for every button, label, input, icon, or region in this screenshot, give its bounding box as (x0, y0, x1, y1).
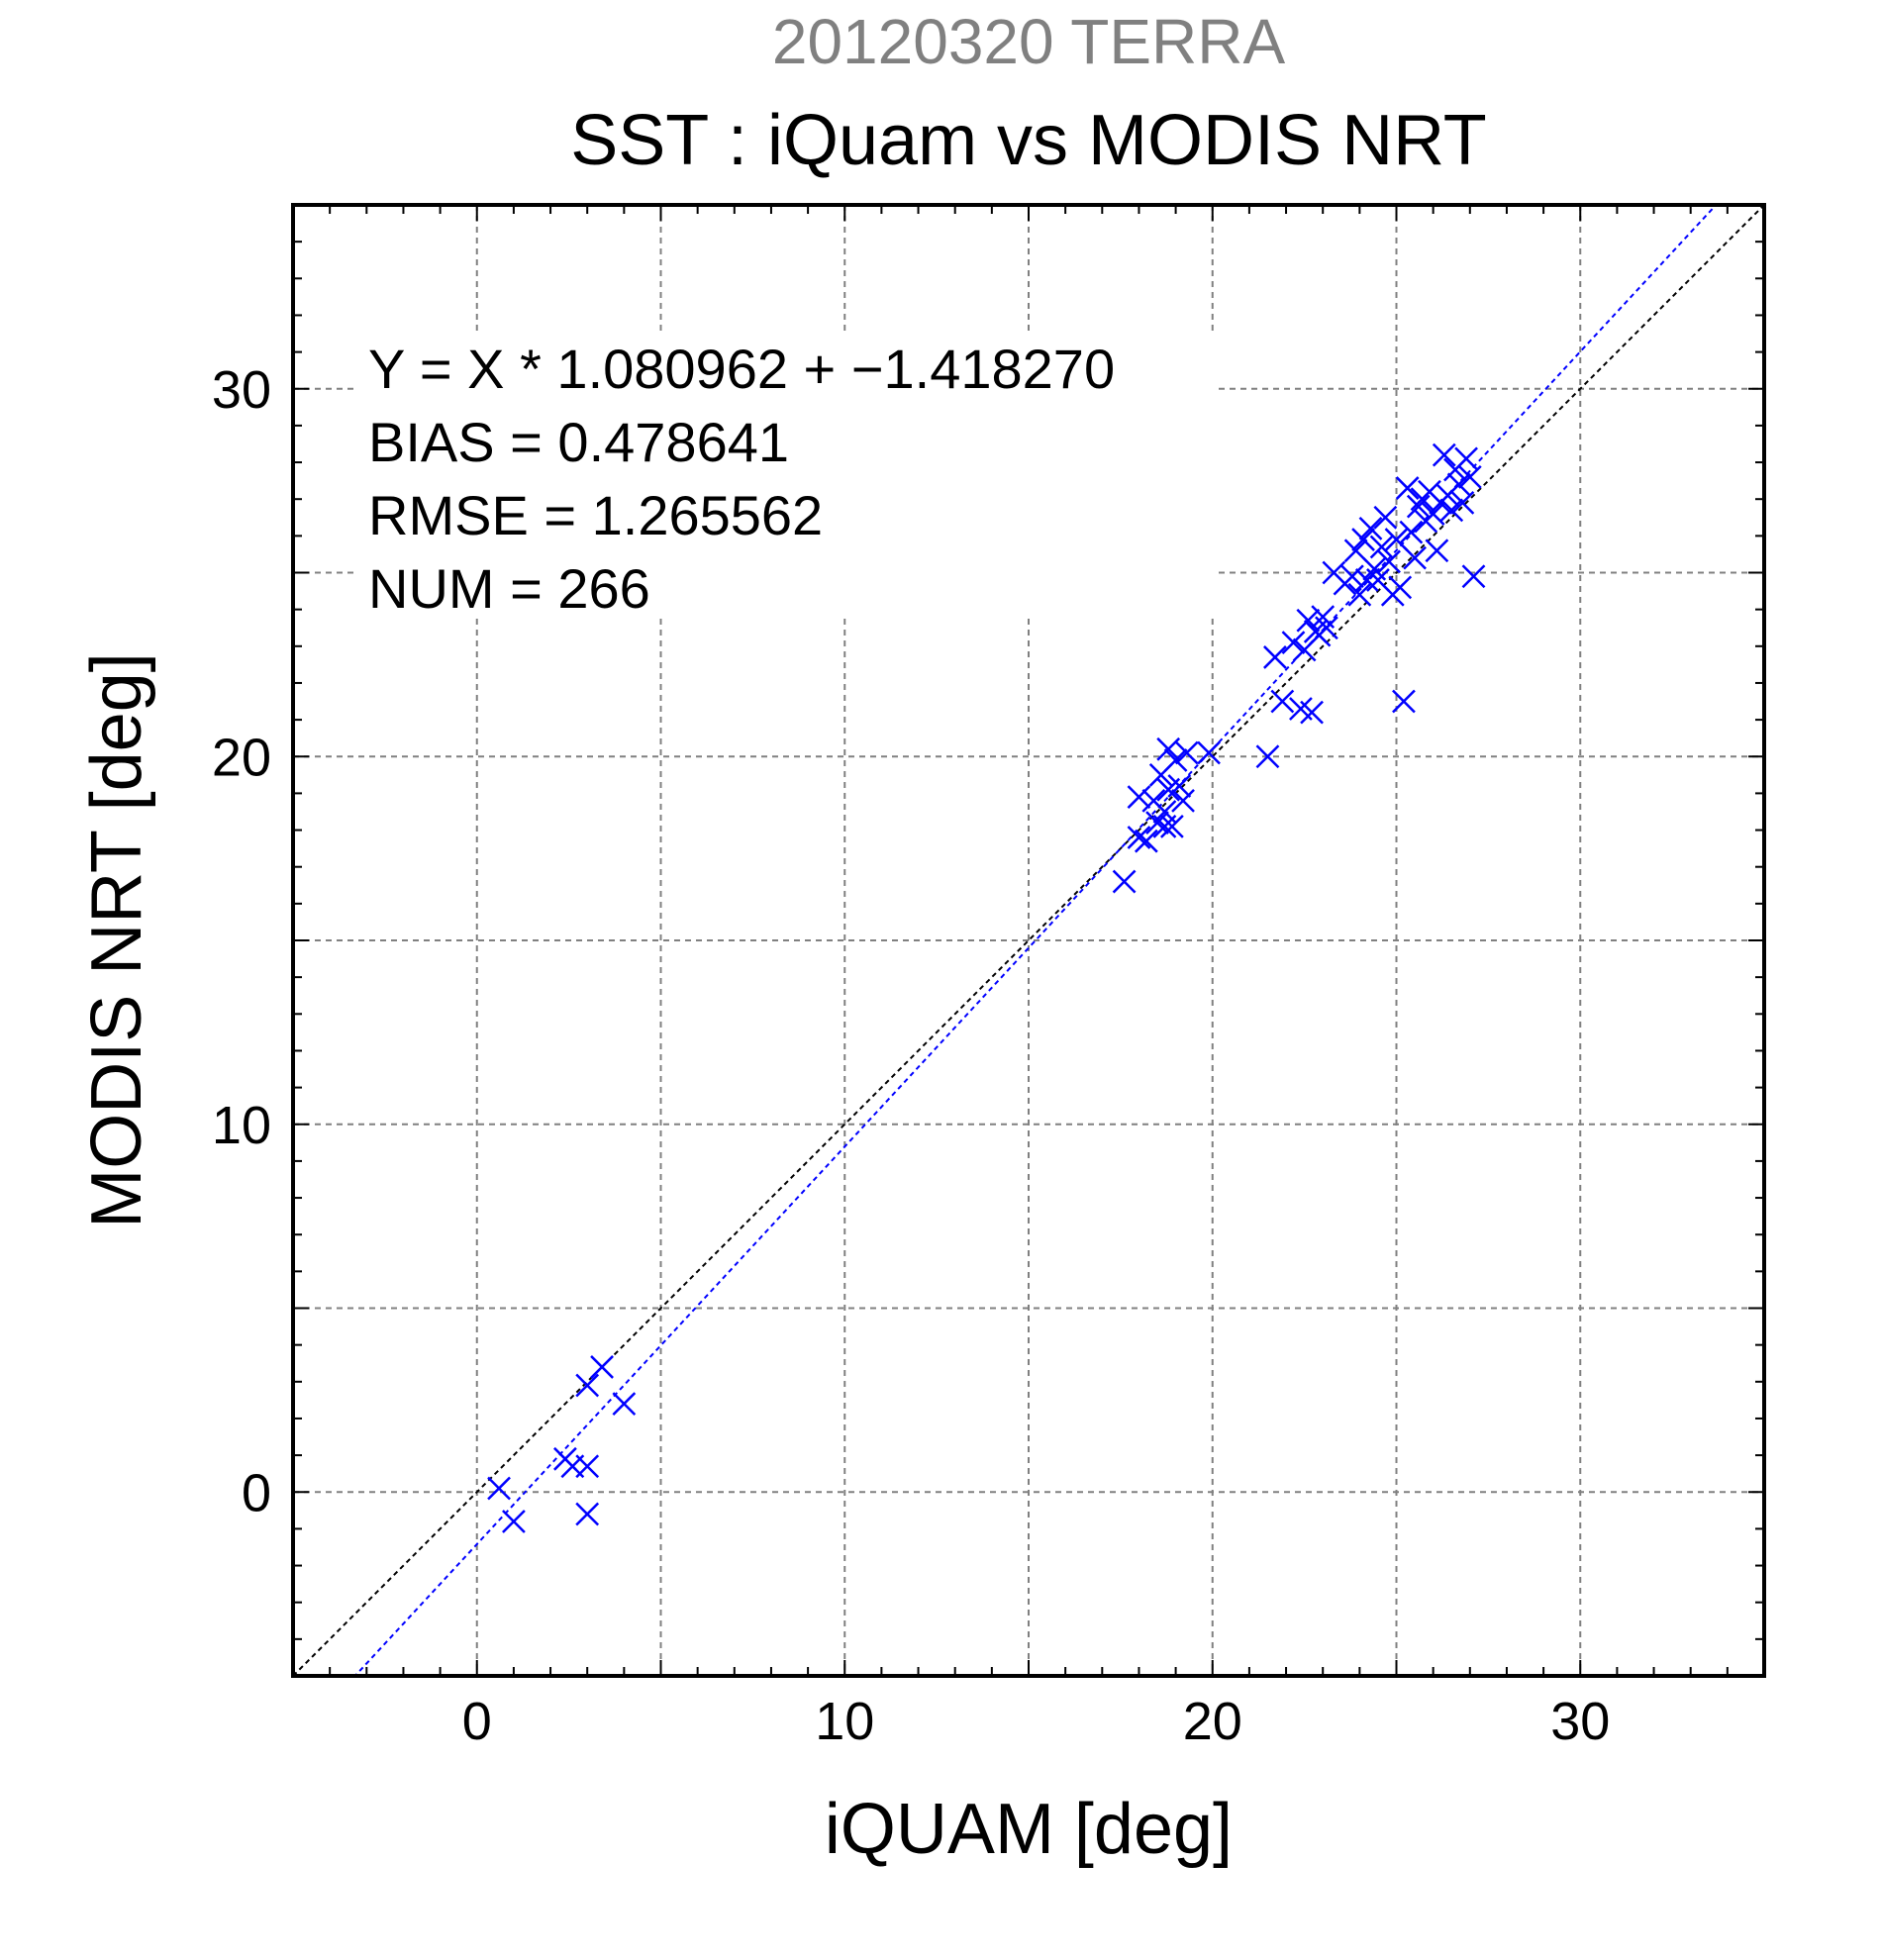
data-point (1421, 502, 1445, 526)
x-axis-label: iQUAM [deg] (825, 1790, 1233, 1869)
data-point (1112, 869, 1137, 894)
data-point (1281, 631, 1306, 654)
data-point (487, 1476, 511, 1501)
data-point (1454, 446, 1478, 471)
data-point (1461, 564, 1486, 589)
x-tick-label: 20 (1183, 1692, 1242, 1751)
data-point (1347, 582, 1372, 607)
data-point (590, 1355, 614, 1379)
y-axis-label: MODIS NRT [deg] (77, 652, 156, 1228)
data-point (1263, 645, 1287, 669)
plot-frame (291, 203, 1766, 1678)
data-point (1156, 736, 1181, 761)
stats-rmse: RMSE = 1.265562 (368, 484, 823, 546)
stats-annotation: Y = X * 1.080962 + −1.418270 BIAS = 0.47… (356, 331, 1218, 620)
data-point (1134, 829, 1158, 853)
y-tick-label: 10 (212, 1096, 271, 1155)
data-point (1300, 700, 1324, 725)
data-point (1127, 785, 1151, 809)
data-point (1160, 814, 1184, 838)
data-point (1296, 608, 1321, 633)
data-point (1399, 520, 1424, 544)
data-point (1171, 788, 1195, 813)
data-point (575, 1454, 600, 1479)
data-point (1432, 442, 1456, 467)
data-point (1270, 689, 1295, 714)
data-point (502, 1510, 526, 1533)
data-point (1403, 545, 1427, 570)
data-point (1457, 465, 1482, 489)
data-point (1406, 494, 1431, 519)
data-point (1127, 826, 1151, 849)
data-point (575, 1502, 600, 1526)
data-point (1145, 811, 1169, 835)
data-point (1197, 740, 1221, 765)
data-point (1354, 568, 1379, 592)
data-point (1315, 616, 1338, 640)
y-tick-label: 0 (242, 1463, 271, 1522)
stats-bias: BIAS = 0.478641 (368, 411, 789, 473)
data-point (1369, 535, 1394, 559)
data-point (1450, 491, 1475, 515)
stats-num: NUM = 266 (368, 557, 650, 620)
chart-title: SST : iQuam vs MODIS NRT (570, 101, 1487, 180)
data-point (1373, 505, 1398, 530)
data-points (487, 442, 1486, 1533)
data-point (1351, 528, 1375, 551)
data-point (1425, 539, 1449, 563)
data-point (1384, 528, 1409, 551)
data-point (1340, 564, 1364, 589)
data-point (1167, 774, 1192, 798)
data-point (612, 1392, 637, 1416)
data-point (1255, 744, 1280, 769)
data-point (1343, 539, 1368, 563)
data-point (1388, 575, 1413, 600)
data-point (1446, 472, 1471, 497)
x-tick-label: 30 (1550, 1692, 1610, 1751)
data-point (1152, 814, 1177, 838)
data-point (1358, 517, 1383, 540)
data-point (575, 1373, 600, 1398)
data-point (1392, 689, 1416, 714)
data-point (1163, 748, 1188, 772)
y-tick-label: 20 (212, 728, 271, 787)
x-tick-label: 0 (462, 1692, 492, 1751)
tick-labels: 0 10 20 30 0 10 20 30 (212, 360, 1610, 1751)
y-tick-label: 30 (212, 360, 271, 420)
chart-subtitle: 20120320 TERRA (772, 6, 1286, 77)
data-point (1377, 549, 1401, 574)
data-point (1395, 476, 1420, 500)
data-point (1174, 740, 1199, 765)
regression-fit-line (353, 205, 1718, 1676)
stats-fit-equation: Y = X * 1.080962 + −1.418270 (368, 338, 1115, 400)
data-point (1439, 498, 1464, 523)
x-tick-label: 10 (815, 1692, 874, 1751)
